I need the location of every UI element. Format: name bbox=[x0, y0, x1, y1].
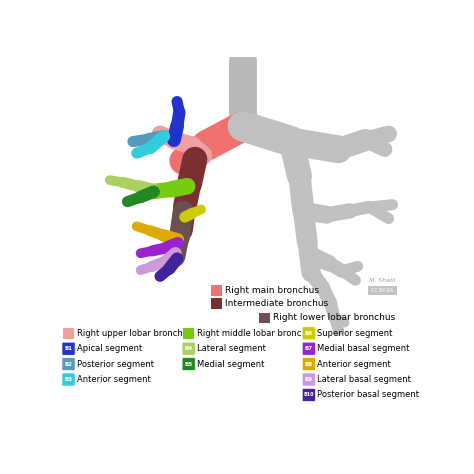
Bar bbox=[259, 312, 270, 323]
FancyBboxPatch shape bbox=[182, 357, 195, 371]
Text: Lateral segment: Lateral segment bbox=[197, 344, 266, 353]
Bar bbox=[368, 286, 397, 295]
Text: B8: B8 bbox=[305, 362, 313, 366]
Text: B4: B4 bbox=[184, 346, 193, 351]
Text: Superior segment: Superior segment bbox=[317, 329, 392, 338]
Text: Anterior segment: Anterior segment bbox=[317, 360, 391, 369]
FancyBboxPatch shape bbox=[302, 342, 315, 355]
Bar bbox=[183, 328, 194, 339]
Text: Apical segment: Apical segment bbox=[77, 344, 142, 353]
Bar bbox=[63, 328, 74, 339]
Text: Right upper lobar bronchus: Right upper lobar bronchus bbox=[77, 329, 192, 338]
Text: B5: B5 bbox=[184, 362, 193, 366]
Text: Posterior basal segment: Posterior basal segment bbox=[317, 391, 419, 400]
FancyBboxPatch shape bbox=[62, 357, 75, 371]
Text: Lateral basal segment: Lateral basal segment bbox=[317, 375, 411, 384]
Text: Intermediate bronchus: Intermediate bronchus bbox=[225, 299, 328, 308]
Text: M. Shalli: M. Shalli bbox=[369, 278, 396, 283]
FancyBboxPatch shape bbox=[302, 373, 315, 386]
Bar bbox=[211, 285, 222, 296]
Bar bbox=[211, 298, 222, 309]
Text: Medial segment: Medial segment bbox=[197, 360, 264, 369]
FancyBboxPatch shape bbox=[302, 388, 315, 401]
Text: B6: B6 bbox=[305, 331, 313, 336]
Text: B3: B3 bbox=[64, 377, 73, 382]
Text: B7: B7 bbox=[305, 346, 313, 351]
Text: CC BY-SA: CC BY-SA bbox=[371, 288, 393, 293]
FancyBboxPatch shape bbox=[302, 357, 315, 371]
Text: Right main bronchus: Right main bronchus bbox=[225, 286, 319, 295]
Text: B9: B9 bbox=[305, 377, 313, 382]
Text: B10: B10 bbox=[303, 392, 314, 397]
Text: Posterior segment: Posterior segment bbox=[77, 360, 154, 369]
Text: B1: B1 bbox=[64, 346, 73, 351]
FancyBboxPatch shape bbox=[302, 327, 315, 340]
Text: Right middle lobar bronchus: Right middle lobar bronchus bbox=[197, 329, 317, 338]
FancyBboxPatch shape bbox=[62, 342, 75, 355]
Text: Anterior segment: Anterior segment bbox=[77, 375, 151, 384]
Text: Right lower lobar bronchus: Right lower lobar bronchus bbox=[273, 313, 395, 322]
Text: Medial basal segment: Medial basal segment bbox=[317, 344, 410, 353]
FancyBboxPatch shape bbox=[62, 373, 75, 386]
Text: B2: B2 bbox=[64, 362, 73, 366]
FancyBboxPatch shape bbox=[182, 342, 195, 355]
